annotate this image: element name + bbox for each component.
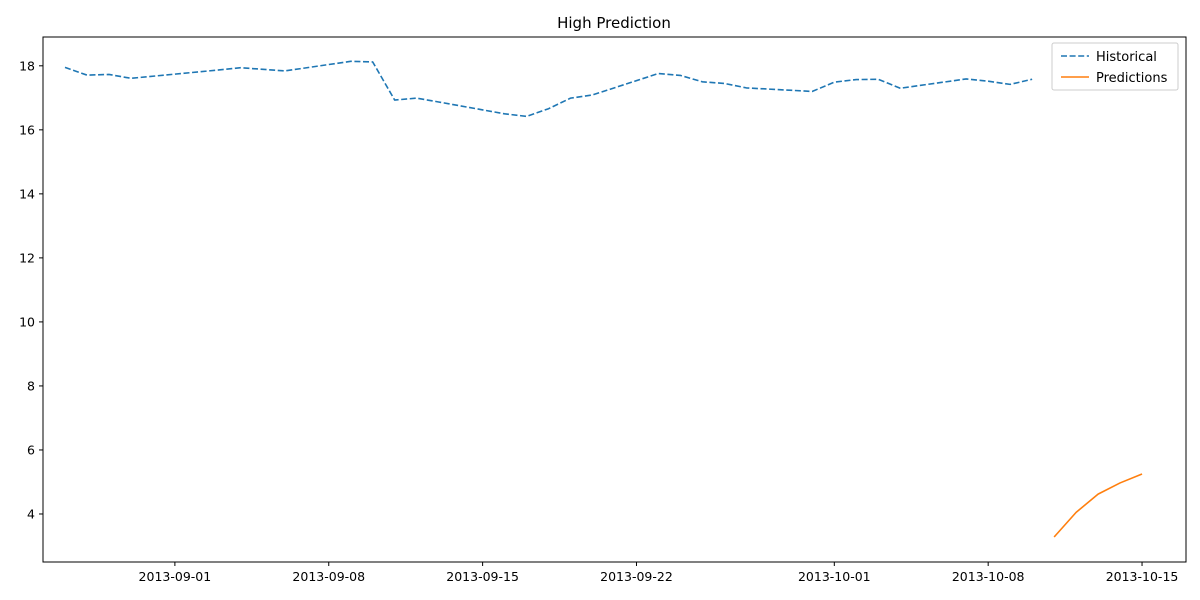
x-tick-label: 2013-09-15 — [446, 569, 519, 584]
x-axis: 2013-09-01 2013-09-08 2013-09-15 2013-09-22… — [139, 562, 1179, 584]
legend: Historical Predictions — [1051, 42, 1179, 91]
x-tick-label: 2013-09-08 — [292, 569, 365, 584]
legend-box — [1051, 42, 1179, 91]
chart-title: High Prediction — [557, 14, 671, 32]
series-layer — [64, 60, 1143, 538]
series-line-historical — [64, 60, 1033, 118]
y-tick-label: 14 — [19, 186, 35, 201]
x-tick-label: 2013-10-01 — [798, 569, 871, 584]
legend-historical-label: Historical — [1096, 50, 1157, 65]
y-tick-label: 4 — [27, 506, 35, 521]
y-axis: 4 6 8 10 12 14 16 18 — [19, 58, 43, 521]
y-tick-label: 12 — [19, 250, 35, 265]
legend-predictions-label: Predictions — [1096, 71, 1168, 86]
x-tick-label: 2013-10-08 — [952, 569, 1025, 584]
y-tick-label: 16 — [19, 122, 35, 137]
x-tick-label: 2013-09-22 — [600, 569, 673, 584]
y-tick-label: 18 — [19, 58, 35, 73]
y-tick-label: 10 — [19, 314, 35, 329]
x-tick-label: 2013-09-01 — [139, 569, 212, 584]
x-tick-label: 2013-10-15 — [1106, 569, 1179, 584]
series-line-predictions — [1053, 473, 1143, 538]
y-tick-label: 8 — [27, 378, 35, 393]
y-tick-label: 6 — [27, 442, 35, 457]
plot-area — [42, 36, 1187, 563]
